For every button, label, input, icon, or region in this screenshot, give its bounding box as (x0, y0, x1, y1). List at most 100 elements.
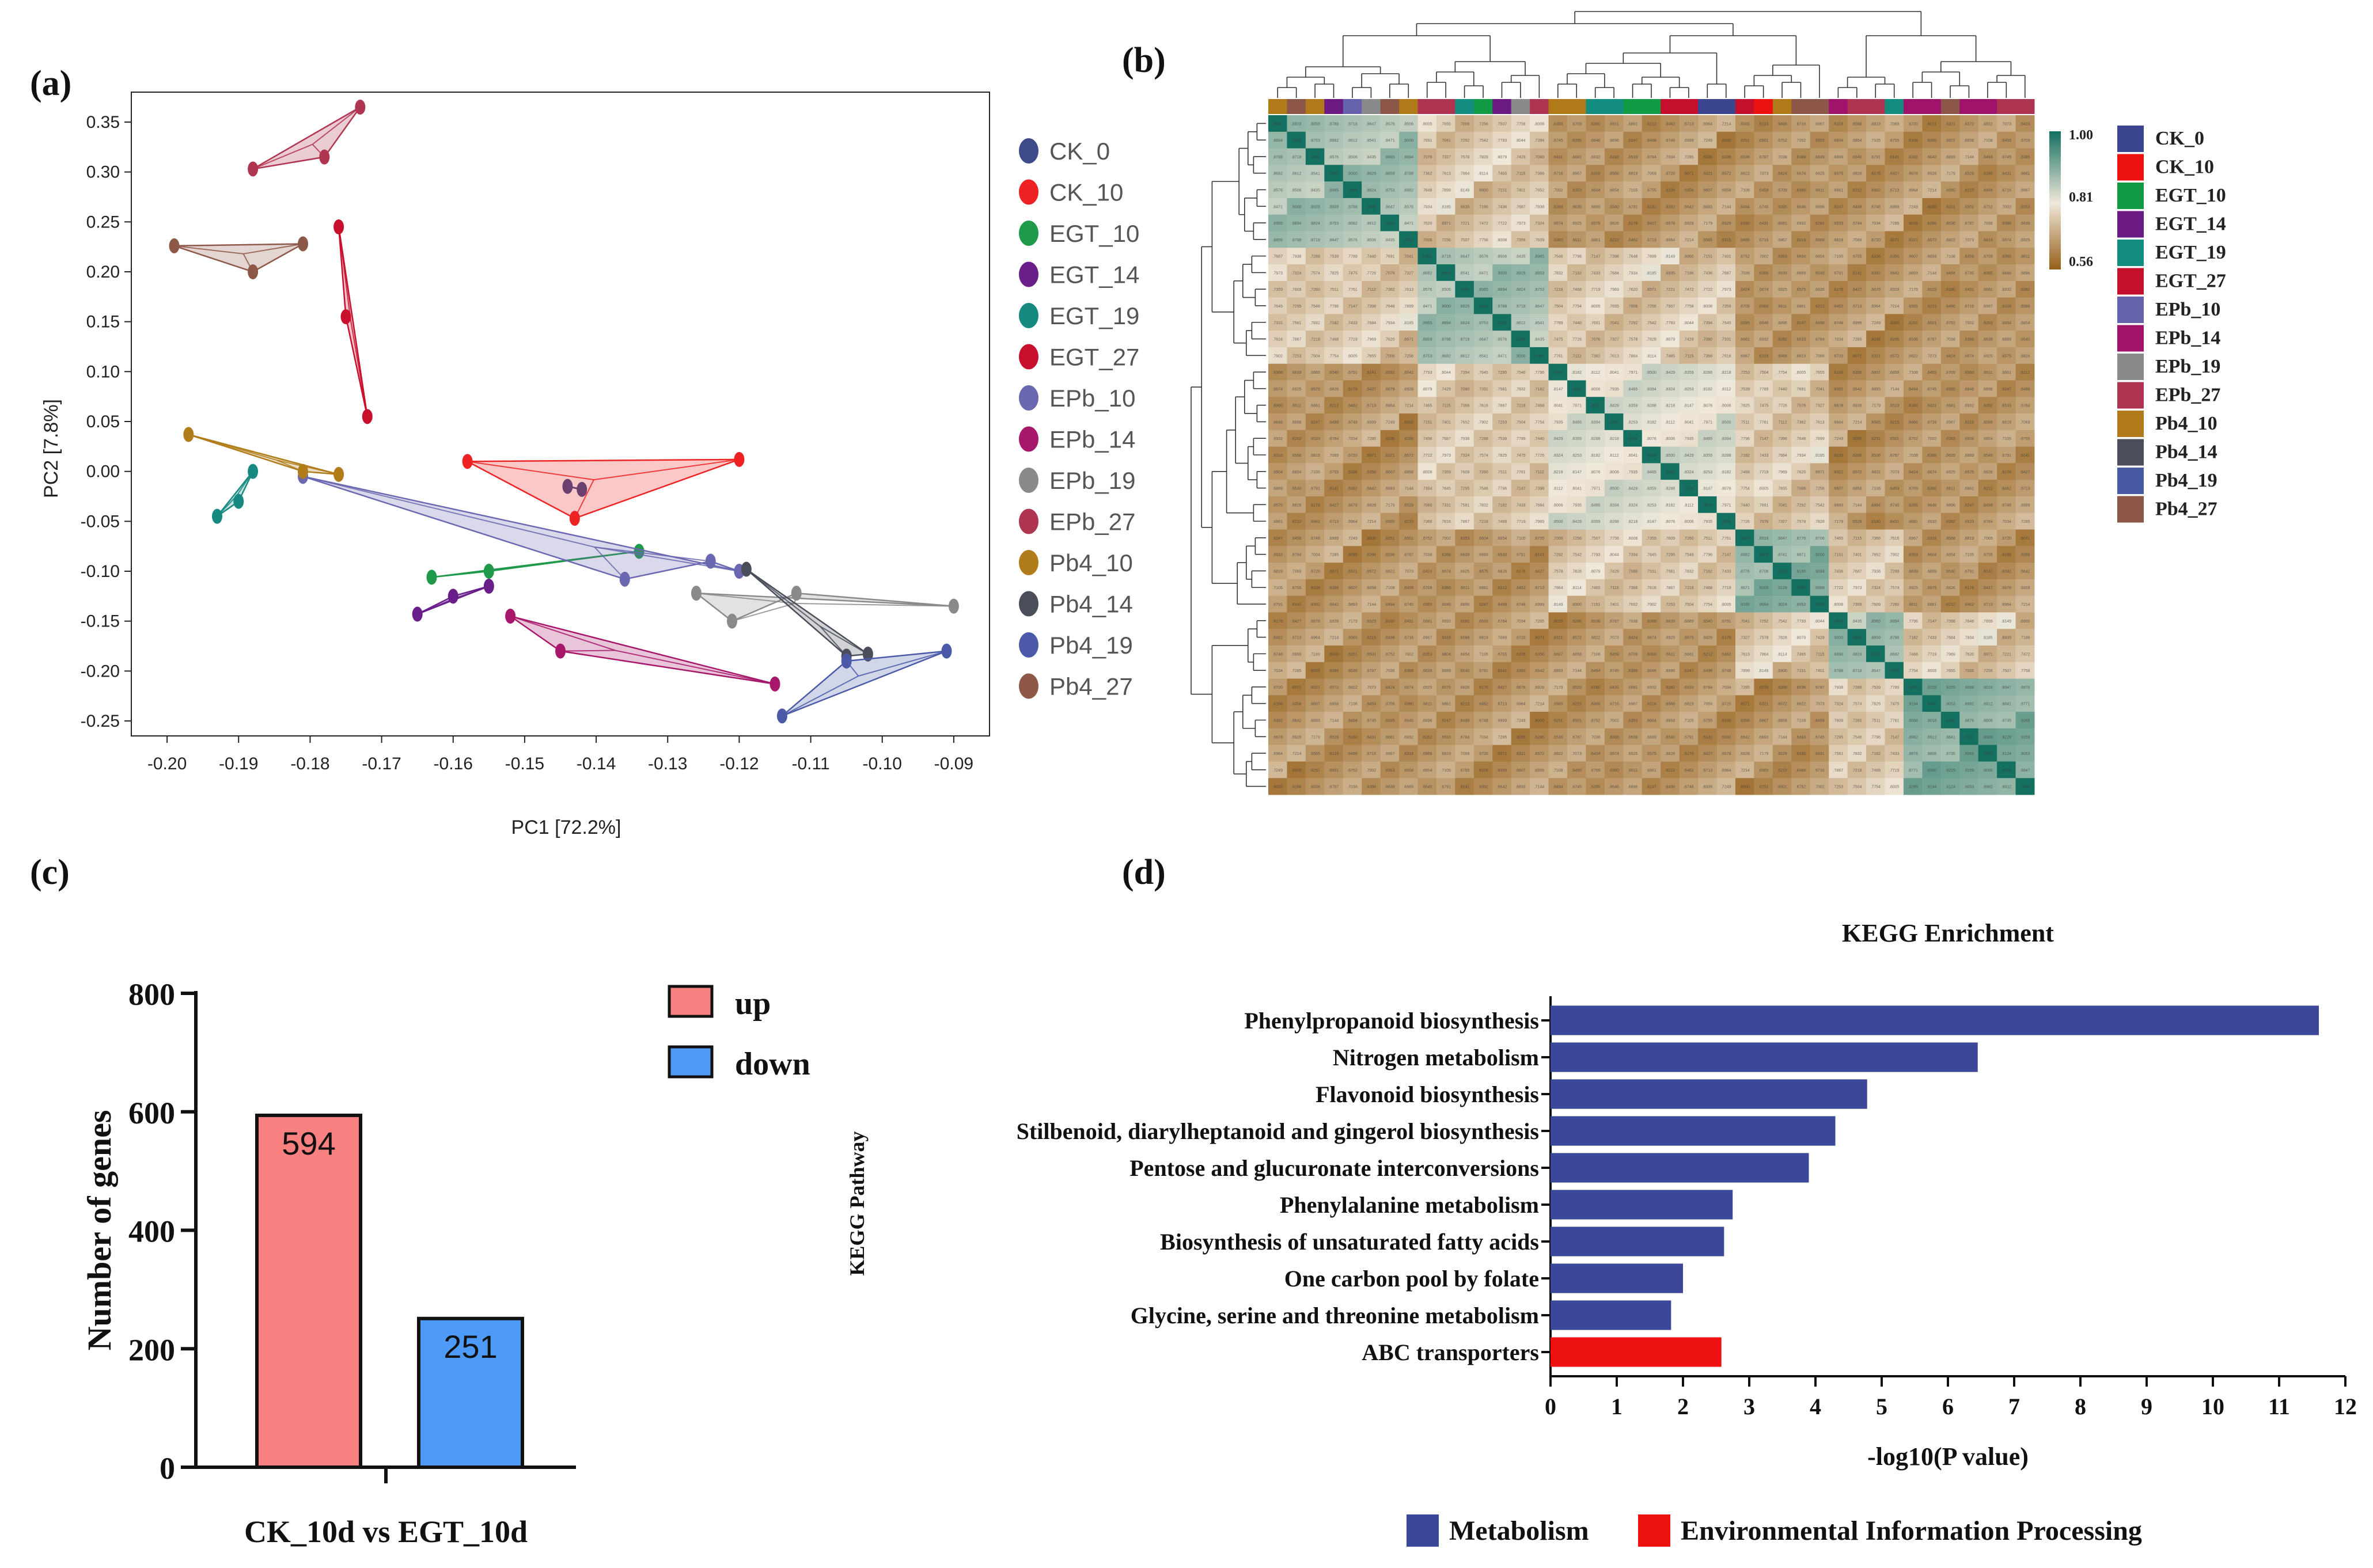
heatmap-cell (1679, 198, 1699, 215)
heatmap-cell (1305, 496, 1325, 514)
heatmap-cell-value: .6752 (1739, 255, 1750, 259)
heatmap-cell-value: .6854 (1665, 719, 1675, 723)
heatmap-cell (1399, 165, 1419, 182)
heatmap-cell-value: .0000 (1796, 586, 1806, 590)
heatmap-cell-value: .6462 (1272, 636, 1283, 640)
heatmap-cell (1492, 397, 1512, 414)
heatmap-cell (1548, 612, 1568, 629)
heatmap-cell-value: .8735 (2001, 719, 2012, 723)
heatmap-cell (1772, 331, 1792, 348)
heatmap-cell (1791, 314, 1811, 331)
heatmap-cell-value: .6212 (1291, 520, 1302, 524)
heatmap-cell-value: .6889 (1646, 735, 1656, 739)
heatmap-cell-value: .7796 (1571, 255, 1582, 259)
heatmap-cell (1455, 446, 1474, 464)
heatmap-cell-value: .6932 (2001, 288, 2012, 292)
heatmap-cell-value: .7938 (1460, 437, 1470, 441)
heatmap-cell-value: .7069 (1646, 172, 1656, 176)
bar-pathway (1551, 1116, 1836, 1146)
heatmap-cell-value: .6791 (1478, 669, 1488, 673)
heatmap-cell-value: .6392 (1272, 719, 1283, 723)
heatmap-cell (1885, 463, 1904, 480)
heatmap-cell-value: .6318 (1590, 172, 1601, 176)
heatmap-cell (1829, 446, 1848, 464)
heatmap-cell-value: .7105 (2001, 437, 2012, 441)
heatmap-cell-value: .8912 (2001, 785, 2012, 789)
heatmap-cell-value: .7472 (1684, 288, 1694, 292)
heatmap-cell-value: .6900 (2020, 620, 2030, 624)
heatmap-cell (1530, 380, 1549, 397)
heatmap-cell (1642, 579, 1661, 597)
heatmap-cell (1511, 181, 1530, 199)
heatmap-cell-value: .0000 (1571, 388, 1582, 392)
heatmap-cell-value: .6286 (1534, 735, 1545, 739)
heatmap-cell (1343, 181, 1362, 199)
heatmap-cell (1716, 214, 1736, 231)
heatmap-cell-value: .8253 (1628, 420, 1638, 424)
data-point (355, 100, 366, 115)
heatmap-cell (1305, 579, 1325, 597)
heatmap-cell-value: .7398 (1609, 255, 1619, 259)
heatmap-cell (1436, 546, 1455, 563)
heatmap-cell (1791, 413, 1811, 431)
heatmap-cell-value: .7002 (1927, 437, 1937, 441)
heatmap-cell (1997, 181, 2016, 199)
heatmap-cell (1791, 629, 1811, 646)
legend-label: down (735, 1046, 810, 1082)
heatmap-cell (1417, 115, 1437, 132)
heatmap-cell (2015, 331, 2035, 348)
heatmap-cell (1548, 115, 1568, 132)
heatmap-cell-value: .6713 (1329, 520, 1339, 524)
heatmap-cell-value: .6604 (2001, 321, 2012, 325)
heatmap-cell (1716, 645, 1736, 663)
heatmap-cell-value: .7645 (1441, 487, 1451, 491)
heatmap-cell (1436, 563, 1455, 580)
heatmap-cell (1305, 347, 1325, 365)
heatmap-cell (1305, 131, 1325, 149)
heatmap-cell-value: .7147 (1515, 487, 1526, 491)
heatmap-cell (1287, 280, 1306, 298)
heatmap-cell (1268, 231, 1287, 248)
heatmap-cell (1698, 115, 1718, 132)
heatmap-cell-value: .7295 (1833, 735, 1844, 739)
heatmap-cell (1847, 214, 1867, 231)
series-EGT_19 (212, 464, 259, 524)
heatmap-cell (1810, 380, 1829, 397)
heatmap-cell (1679, 629, 1699, 646)
heatmap-cell (1885, 198, 1904, 215)
heatmap-cell-value: .7069 (1982, 537, 1993, 541)
heatmap-cell-value: .6716 (1404, 636, 1414, 640)
heatmap-cell (1305, 115, 1325, 132)
heatmap-cell (1642, 612, 1661, 629)
heatmap-cell-value: .7002 (1366, 769, 1377, 773)
heatmap-cell-value: .6180 (1347, 735, 1358, 739)
heatmap-cell-value: .8008 (1833, 603, 1844, 607)
heatmap-cell-value: .7285 (2020, 520, 2030, 524)
heatmap-cell-value: .8788 (1272, 155, 1283, 160)
heatmap-cell (1380, 380, 1400, 397)
heatmap-cell-value: .7285 (1291, 669, 1302, 673)
heatmap-cell-value: .8218 (1553, 470, 1563, 474)
heatmap-cell-value: .6784 (1460, 735, 1470, 739)
heatmap-cell (1604, 645, 1624, 663)
heatmap-cell-value: .7691 (1590, 321, 1601, 325)
heatmap-cell-value: .8394 (1609, 503, 1619, 507)
heatmap-cell (1716, 115, 1736, 132)
heatmap-cell-value: .6501 (1964, 205, 1974, 209)
heatmap-cell-value: .8114 (1572, 586, 1582, 590)
heatmap-cell-value: .7652 (1871, 553, 1881, 557)
y-tick-label: -0.25 (81, 712, 120, 731)
heatmap-cell-value: .6459 (1889, 487, 1900, 491)
column-group-bar (1417, 99, 1437, 114)
hull-spoke (174, 245, 244, 255)
heatmap-cell (1586, 695, 1605, 712)
heatmap-cell (1754, 563, 1773, 580)
heatmap-cell-value: .7899 (1441, 189, 1451, 193)
heatmap-cell-value: .6607 (1908, 255, 1918, 259)
heatmap-cell-value: .7105 (1964, 553, 1974, 557)
heatmap-cell (1735, 314, 1754, 331)
data-point (741, 561, 752, 577)
heatmap-cell (1940, 248, 1960, 265)
heatmap-cell (1362, 413, 1381, 431)
heatmap-cell (1455, 165, 1474, 182)
